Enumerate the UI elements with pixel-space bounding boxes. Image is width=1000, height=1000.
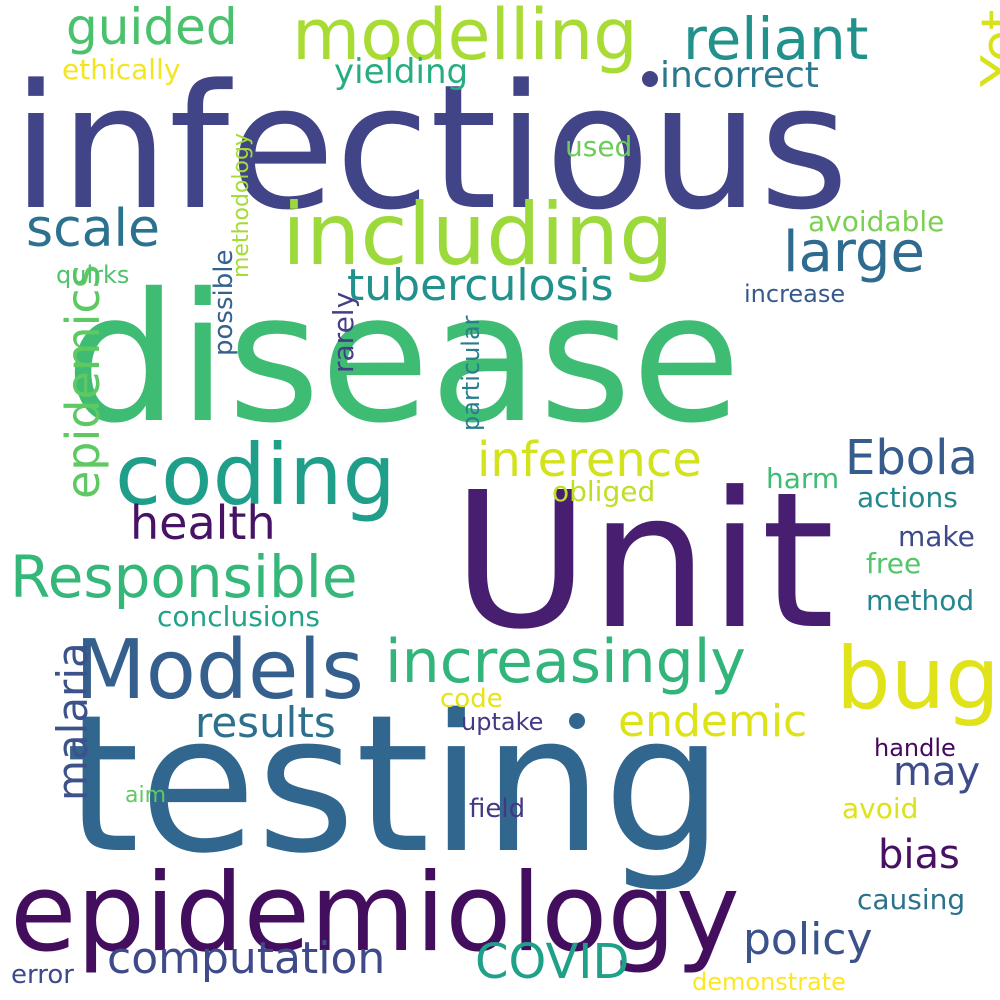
word-harm: harm xyxy=(766,462,840,495)
word-demonstrate: demonstrate xyxy=(692,968,846,996)
dot-mark xyxy=(642,71,658,87)
dot-mark xyxy=(569,713,585,729)
word-computation: computation xyxy=(107,933,386,984)
word-ebola: Ebola xyxy=(845,430,978,486)
word-avoid: avoid xyxy=(842,792,919,825)
word-free: free xyxy=(866,547,922,580)
word-aim: aim xyxy=(125,783,167,808)
word-may: may xyxy=(893,749,981,795)
word-coding: coding xyxy=(115,426,396,524)
word-testing: testing xyxy=(65,674,724,895)
word-quirks: quirks xyxy=(56,261,130,289)
word-disease: disease xyxy=(65,255,742,462)
word-malaria: malaria xyxy=(48,642,97,801)
word-increasingly: increasingly xyxy=(385,627,746,697)
word-code: code xyxy=(440,684,503,714)
word-covid: COVID xyxy=(475,934,630,990)
word-avoidable: avoidable xyxy=(808,205,945,238)
word-incorrect: incorrect xyxy=(660,55,819,96)
word-ethically: ethically xyxy=(62,53,181,86)
word-increase: increase xyxy=(744,280,846,308)
word-including: including xyxy=(282,185,674,285)
word-modelling: modelling xyxy=(292,0,638,76)
word-possible: possible xyxy=(209,249,239,356)
word-tuberculosis: tuberculosis xyxy=(347,260,614,311)
word-make: make xyxy=(898,520,975,553)
word-causing: causing xyxy=(857,883,966,916)
word-handle: handle xyxy=(874,734,956,762)
word-rarely: rarely xyxy=(327,291,360,373)
word-conclusions: conclusions xyxy=(157,600,321,633)
word-responsible: Responsible xyxy=(10,543,358,611)
word-reliant: reliant xyxy=(683,5,869,73)
word-epidemiology: epidemiology xyxy=(10,851,740,976)
word-used: used xyxy=(565,130,633,163)
word-health: health xyxy=(130,496,276,550)
word-scale: scale xyxy=(26,199,160,259)
word-field: field xyxy=(469,794,526,824)
word-infectious: infectious xyxy=(12,47,849,248)
word-particular: particular xyxy=(457,315,485,431)
word-yielding: yielding xyxy=(334,52,469,92)
word-policy: policy xyxy=(743,914,873,965)
word-error: error xyxy=(11,960,74,990)
word-large: large xyxy=(783,220,925,285)
word-epidemics: epidemics xyxy=(56,264,110,499)
word-bias: bias xyxy=(878,832,960,878)
word-bug: bug xyxy=(836,629,1000,729)
word-yet: Yet xyxy=(971,9,1000,87)
word-obliged: obliged xyxy=(552,475,656,508)
word-uptake: uptake xyxy=(461,708,544,736)
word-method: method xyxy=(866,584,975,617)
word-actions: actions xyxy=(857,481,958,514)
word-results: results xyxy=(195,698,336,747)
word-endemic: endemic xyxy=(618,696,808,747)
word-models: Models xyxy=(75,623,364,718)
word-inference: inference xyxy=(477,432,702,488)
word-unit: Unit xyxy=(452,452,835,671)
word-guided: guided xyxy=(66,0,238,56)
